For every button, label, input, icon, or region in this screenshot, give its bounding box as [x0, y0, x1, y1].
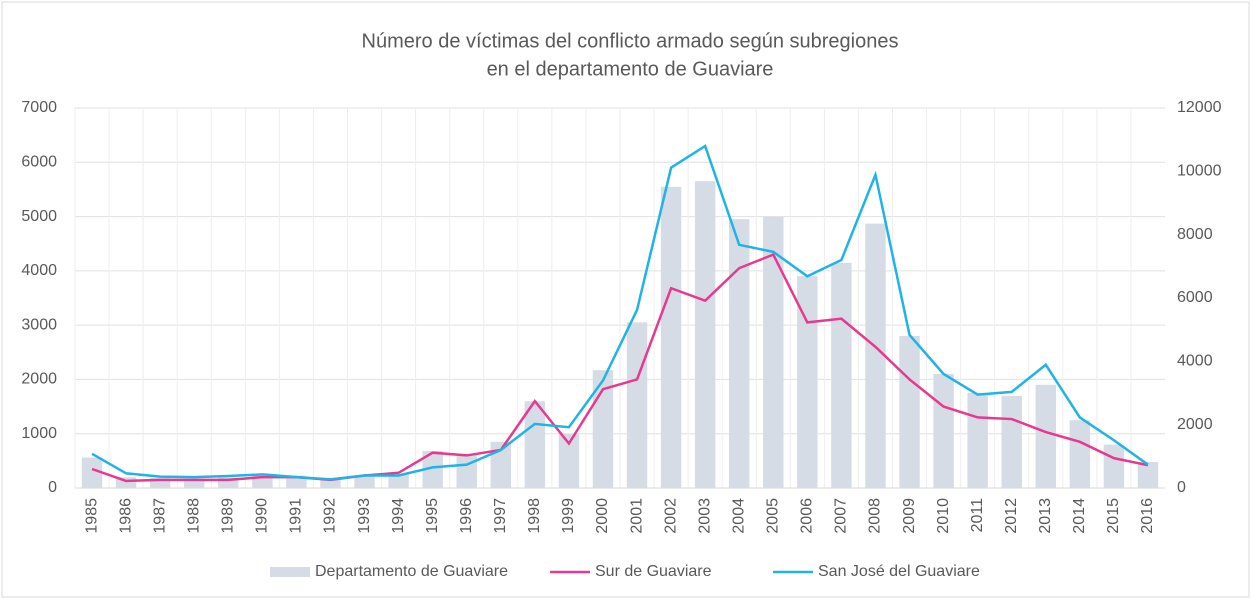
legend-label: San José del Guaviare [818, 563, 980, 580]
bar [149, 478, 171, 488]
y2-tick-label: 8000 [1177, 226, 1213, 243]
x-tick-label: 1996 [458, 498, 475, 534]
y2-tick-label: 0 [1177, 479, 1186, 496]
x-tick-label: 1986 [117, 498, 134, 534]
legend-label: Sur de Guaviare [595, 563, 712, 580]
x-tick-label: 2008 [867, 498, 884, 534]
x-tick-label: 2000 [594, 498, 611, 534]
y2-tick-label: 6000 [1177, 289, 1213, 306]
bar [1035, 384, 1056, 488]
bar [1069, 420, 1091, 488]
y-tick-label: 0 [48, 479, 57, 496]
bar [115, 477, 137, 488]
x-tick-label: 2006 [799, 498, 816, 534]
x-tick-label: 1999 [560, 498, 577, 534]
x-tick-label: 1993 [356, 498, 373, 534]
chart-title: Número de víctimas del conflicto armado … [362, 30, 899, 52]
x-tick-label: 1987 [151, 498, 168, 534]
x-tick-label: 1995 [424, 498, 441, 534]
x-tick-label: 2003 [696, 498, 713, 534]
x-tick-label: 2014 [1071, 498, 1088, 534]
x-tick-label: 1990 [254, 498, 271, 534]
bar [1137, 462, 1159, 488]
y-tick-label: 2000 [21, 371, 57, 388]
bar [1103, 444, 1125, 488]
x-tick-label: 1985 [83, 498, 100, 534]
x-tick-label: 1997 [492, 498, 509, 534]
bar [933, 374, 954, 488]
x-tick-label: 2015 [1105, 498, 1122, 534]
y-tick-label: 3000 [21, 316, 57, 333]
y2-tick-label: 4000 [1177, 353, 1213, 370]
bar [729, 219, 750, 488]
bar [218, 477, 239, 488]
legend-label: Departamento de Guaviare [315, 563, 508, 580]
bar [422, 450, 443, 488]
bar [81, 457, 103, 488]
x-tick-label: 2012 [1003, 498, 1020, 534]
y-tick-label: 7000 [21, 99, 57, 116]
x-tick-label: 2005 [765, 498, 782, 534]
x-tick-label: 2016 [1139, 498, 1156, 534]
y-tick-label: 4000 [21, 262, 57, 279]
x-tick-label: 1988 [185, 498, 202, 534]
y2-tick-label: 10000 [1177, 163, 1222, 180]
bar [865, 223, 886, 489]
x-tick-label: 1989 [220, 498, 237, 534]
x-tick-label: 2010 [935, 498, 952, 534]
bar [524, 401, 546, 488]
bar [456, 454, 477, 488]
x-tick-label: 1998 [526, 498, 543, 534]
bar [184, 478, 205, 488]
x-tick-label: 2007 [833, 498, 850, 534]
x-tick-label: 2013 [1037, 498, 1054, 534]
bar [558, 433, 580, 488]
x-tick-label: 2002 [662, 498, 679, 534]
legend-swatch [270, 567, 310, 577]
x-tick-label: 1994 [390, 498, 407, 534]
bar [899, 336, 920, 488]
y-tick-label: 6000 [21, 154, 57, 171]
bar [797, 276, 818, 488]
y-tick-label: 5000 [21, 208, 57, 225]
y2-tick-label: 2000 [1177, 416, 1213, 433]
x-tick-label: 2011 [969, 498, 986, 533]
x-tick-label: 2001 [628, 498, 645, 534]
chart-subtitle: en el departamento de Guaviare [487, 58, 774, 80]
line [91, 252, 1149, 483]
line [91, 144, 1149, 481]
bar [831, 262, 852, 488]
bar [763, 216, 784, 488]
y2-tick-label: 12000 [1177, 99, 1222, 116]
x-tick-label: 2004 [730, 498, 747, 534]
bar [354, 475, 375, 488]
bar [626, 322, 648, 488]
bar [388, 474, 409, 488]
x-tick-label: 2009 [901, 498, 918, 534]
bar [967, 393, 988, 488]
x-tick-label: 1992 [322, 498, 339, 534]
bar [660, 186, 682, 488]
x-tick-label: 1991 [288, 498, 305, 534]
bar [320, 479, 341, 488]
bar [1001, 395, 1022, 488]
bar [694, 181, 716, 488]
y-tick-label: 1000 [21, 425, 57, 442]
